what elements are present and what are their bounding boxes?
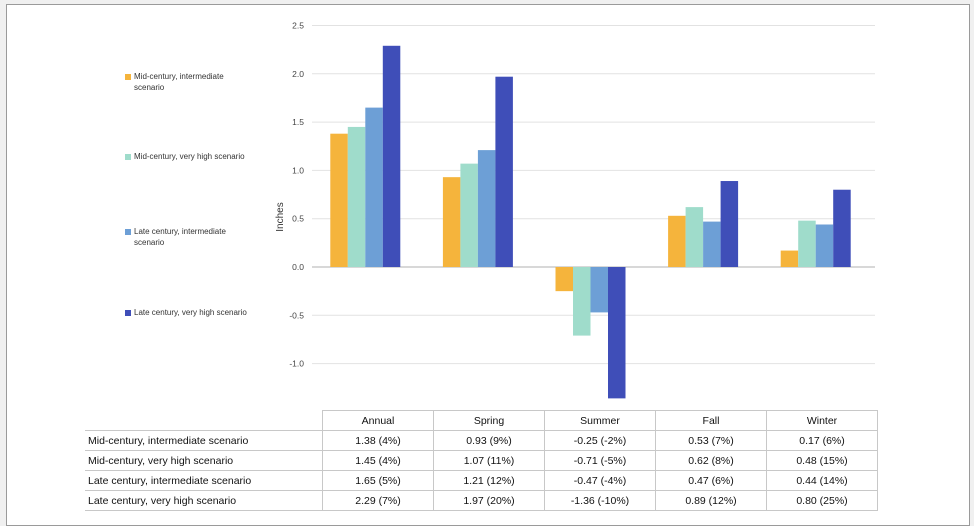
table-column-header: Annual <box>322 410 434 431</box>
table-cell: 1.38 (4%) <box>322 430 434 451</box>
y-tick-label: -0.5 <box>289 310 304 320</box>
bar-annual-series-2 <box>347 126 366 268</box>
table-cell: -0.47 (-4%) <box>544 470 656 491</box>
table-row: Mid-century, very high scenario 1.45 (4%)… <box>85 450 878 471</box>
table-cell: 0.53 (7%) <box>655 430 767 451</box>
bar-annual-series-4 <box>382 45 401 268</box>
table-cell: 0.62 (8%) <box>655 450 767 471</box>
bar-winter-series-3 <box>815 224 834 267</box>
bar-spring-series-3 <box>477 150 496 267</box>
table-row-label: Late century, very high scenario <box>85 490 323 511</box>
y-tick-label: 2.5 <box>292 21 304 31</box>
bar-summer-series-3 <box>590 267 608 313</box>
legend-swatch <box>125 154 131 160</box>
table-cell: 0.93 (9%) <box>433 430 545 451</box>
table-row-label: Late century, intermediate scenario <box>85 470 323 491</box>
table-row: Late century, very high scenario 2.29 (7%… <box>85 490 878 511</box>
y-tick-label: 1.5 <box>292 117 304 127</box>
legend-label-line: Late century, intermediate <box>134 227 226 236</box>
y-tick-label: -1.0 <box>289 359 304 369</box>
table-corner <box>85 411 323 431</box>
table-column-header: Fall <box>655 410 767 431</box>
bar-winter-series-2 <box>798 220 816 267</box>
table-column-header: Winter <box>766 410 878 431</box>
data-table: Annual Spring Summer Fall Winter Mid-century,… <box>85 410 878 511</box>
bar-spring-series-2 <box>460 163 478 267</box>
legend-item: Mid-century, intermediate scenario <box>125 71 275 93</box>
legend-swatch <box>125 229 131 235</box>
table-row-label: Mid-century, very high scenario <box>85 450 323 471</box>
legend-label-line: Mid-century, intermediate <box>134 72 224 81</box>
table-cell: -0.25 (-2%) <box>544 430 656 451</box>
table-column-header: Summer <box>544 410 656 431</box>
legend-label-line: Mid-century, very high scenario <box>134 152 245 161</box>
legend-item: Late century, intermediate scenario <box>125 226 275 248</box>
bar-chart: 2.5 2.0 1.5 1.0 0.5 0.0 -0.5 -1.0 Inches <box>275 21 875 399</box>
bar-fall-series-4 <box>720 181 739 267</box>
figure-frame: 2.5 2.0 1.5 1.0 0.5 0.0 -0.5 -1.0 Inches Mid-cen… <box>6 4 970 526</box>
table-cell: 0.48 (15%) <box>766 450 878 471</box>
table-row: Mid-century, intermediate scenario 1.38 (… <box>85 430 878 451</box>
bar-summer-series-4 <box>608 267 626 399</box>
table-row: Late century, intermediate scenario 1.65 … <box>85 470 878 491</box>
bar-fall-series-2 <box>685 207 704 267</box>
table-cell: 0.44 (14%) <box>766 470 878 491</box>
table-cell: 1.45 (4%) <box>322 450 434 471</box>
bar-summer-series-2 <box>573 267 591 336</box>
table-cell: 1.97 (20%) <box>433 490 545 511</box>
table-cell: 1.07 (11%) <box>433 450 545 471</box>
legend-item: Mid-century, very high scenario <box>125 151 275 162</box>
y-tick-label: 1.0 <box>292 165 304 175</box>
bar-winter-series-1 <box>780 250 799 267</box>
table-cell: 0.89 (12%) <box>655 490 767 511</box>
legend-label-line: scenario <box>134 238 165 247</box>
legend-label: Mid-century, intermediate scenario <box>134 71 224 93</box>
legend-label: Late century, intermediate scenario <box>134 226 226 248</box>
legend-label: Mid-century, very high scenario <box>134 151 245 162</box>
table-cell: 0.80 (25%) <box>766 490 878 511</box>
table-row-label: Mid-century, intermediate scenario <box>85 430 323 451</box>
table-cell: 1.65 (5%) <box>322 470 434 491</box>
legend-swatch <box>125 310 131 316</box>
bar-spring-series-1 <box>442 177 461 267</box>
table-cell: 0.47 (6%) <box>655 470 767 491</box>
legend-label: Late century, very high scenario <box>134 307 247 318</box>
table-cell: 2.29 (7%) <box>322 490 434 511</box>
y-tick-label: 0.5 <box>292 214 304 224</box>
table-cell: -1.36 (-10%) <box>544 490 656 511</box>
bar-annual-series-1 <box>330 133 348 267</box>
y-axis-title: Inches <box>275 202 286 231</box>
legend-label-line: scenario <box>134 83 165 92</box>
bar-winter-series-4 <box>833 189 851 267</box>
table-cell: 1.21 (12%) <box>433 470 545 491</box>
bar-annual-series-3 <box>365 107 383 267</box>
y-tick-label: 0.0 <box>292 262 304 272</box>
table-cell: -0.71 (-5%) <box>544 450 656 471</box>
legend-label-line: Late century, very high scenario <box>134 308 247 317</box>
legend-swatch <box>125 74 131 80</box>
legend-item: Late century, very high scenario <box>125 307 275 318</box>
bar-spring-series-4 <box>495 76 513 267</box>
bar-summer-series-1 <box>555 267 573 292</box>
bar-fall-series-3 <box>703 221 721 267</box>
table-cell: 0.17 (6%) <box>766 430 878 451</box>
table-header-row: Annual Spring Summer Fall Winter <box>85 410 878 431</box>
table-column-header: Spring <box>433 410 545 431</box>
bar-fall-series-1 <box>668 215 686 267</box>
y-tick-label: 2.0 <box>292 69 304 79</box>
